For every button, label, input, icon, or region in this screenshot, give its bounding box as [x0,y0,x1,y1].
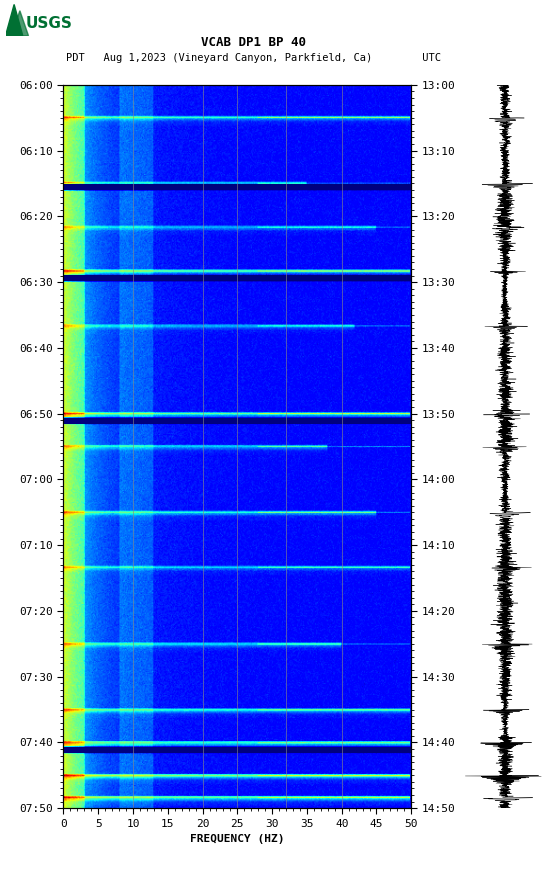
Text: VCAB DP1 BP 40: VCAB DP1 BP 40 [201,37,306,49]
X-axis label: FREQUENCY (HZ): FREQUENCY (HZ) [190,834,285,844]
Polygon shape [11,11,29,36]
Text: PDT   Aug 1,2023 (Vineyard Canyon, Parkfield, Ca)        UTC: PDT Aug 1,2023 (Vineyard Canyon, Parkfie… [66,53,442,63]
Polygon shape [6,4,23,36]
Text: USGS: USGS [25,16,72,31]
